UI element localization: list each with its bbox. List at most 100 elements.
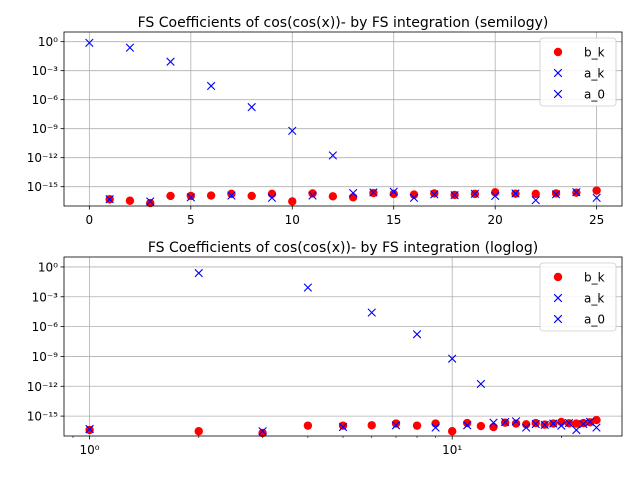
y-tick-label: 10⁻¹² (27, 380, 58, 394)
legend-marker (553, 89, 563, 99)
data-point-a-k (369, 188, 378, 197)
x-tick-label: 10 (285, 213, 300, 227)
y-tick-label: 10⁻⁶ (32, 93, 59, 107)
x-tick-label: 10⁰ (80, 443, 100, 457)
data-point-a-k (450, 191, 459, 200)
data-point-a-k (391, 421, 401, 430)
legend-label: b_k (584, 46, 605, 60)
data-point-b-k (227, 189, 236, 199)
data-point-a-k (522, 423, 531, 432)
series-a-k (105, 43, 601, 206)
data-point-b-k (531, 418, 540, 428)
data-point-b-k (521, 420, 531, 429)
data-point-b-k (288, 197, 297, 206)
legend-marker (553, 272, 563, 282)
data-point-b-k (338, 421, 348, 430)
legend-label: b_k (584, 271, 605, 285)
data-point-a-k (146, 197, 155, 206)
legend: b_k a_k a_0 (539, 37, 617, 107)
data-point-a-k (531, 419, 540, 429)
chart-panel-2: FS Coefficients of cos(cos(x))- by FS in… (27, 240, 623, 457)
plot-frame (63, 31, 623, 207)
legend: b_k a_k a_0 (539, 262, 617, 332)
legend-marker (553, 68, 563, 78)
legend-marker (553, 47, 563, 57)
data-point-b-k (247, 191, 256, 201)
legend-label: a_0 (584, 313, 605, 327)
data-point-b-k (409, 190, 419, 199)
plot-frame (63, 256, 623, 437)
data-point-b-k (489, 422, 498, 432)
data-point-a-k (186, 193, 196, 202)
data-point-b-k (308, 189, 317, 198)
data-point-b-k (391, 419, 401, 428)
series-a-0 (85, 424, 94, 434)
data-point-a-k (348, 188, 358, 198)
data-point-b-k (367, 421, 376, 430)
data-point-b-k (194, 427, 203, 436)
data-point-b-k (551, 189, 561, 198)
data-point-b-k (389, 189, 398, 199)
data-point-a-k (308, 191, 317, 200)
legend-marker (553, 293, 563, 303)
data-point-b-k (592, 186, 601, 195)
data-point-a-k (288, 126, 297, 135)
x-tick-label: 0 (86, 213, 94, 227)
data-point-a-k (389, 187, 398, 196)
y-tick-label: 10⁻⁶ (32, 320, 59, 334)
data-point-b-k (258, 428, 267, 438)
data-point-b-k (572, 419, 581, 428)
legend-label: a_k (584, 67, 604, 81)
data-point-a-k (500, 417, 510, 427)
y-tick-label: 10⁻¹² (27, 151, 58, 165)
y-tick-label: 10⁻¹⁵ (27, 180, 58, 194)
data-point-a-k (247, 102, 256, 112)
y-tick-label: 10⁰ (38, 260, 58, 274)
data-point-a-k (367, 308, 376, 317)
data-point-b-k (447, 427, 457, 436)
y-tick-label: 10⁻¹⁵ (27, 410, 58, 424)
data-point-b-k (166, 191, 175, 201)
data-point-a-0 (85, 38, 94, 47)
data-point-a-k (194, 268, 203, 278)
data-point-a-k (564, 418, 574, 428)
data-point-a-0 (85, 424, 94, 434)
y-tick-label: 10⁻³ (32, 64, 59, 78)
data-point-a-k (227, 191, 236, 200)
data-point-a-k (572, 187, 581, 197)
x-tick-label: 10¹ (442, 443, 462, 457)
y-tick-label: 10⁻³ (32, 290, 59, 304)
data-point-b-k (146, 198, 155, 208)
x-tick-label: 5 (187, 213, 195, 227)
data-point-b-k (579, 418, 588, 428)
data-point-a-k (206, 81, 216, 91)
data-point-a-k (531, 195, 540, 205)
data-point-b-k (348, 193, 358, 202)
data-point-b-k (303, 421, 313, 430)
data-point-a-k (540, 420, 549, 430)
data-point-a-k (258, 427, 267, 436)
y-tick-label: 10⁰ (38, 35, 58, 49)
data-point-a-k (592, 423, 601, 432)
data-point-a-k (511, 417, 521, 426)
data-point-b-k (85, 425, 94, 435)
data-point-a-k (572, 425, 581, 435)
x-tick-label: 25 (589, 213, 604, 227)
data-point-a-k (490, 191, 500, 201)
data-point-b-k (511, 419, 521, 428)
data-point-a-k (267, 193, 277, 203)
series-b-k (105, 186, 601, 208)
data-point-a-k (557, 421, 566, 430)
data-point-a-k (551, 190, 561, 199)
data-point-b-k (531, 189, 540, 199)
data-point-a-k (447, 354, 457, 363)
x-tick-label: 20 (488, 213, 503, 227)
data-point-b-k (186, 191, 196, 201)
data-point-a-k (105, 195, 114, 204)
data-point-a-k (579, 419, 588, 429)
y-tick-label: 10⁻⁹ (32, 350, 59, 364)
data-point-a-k (470, 189, 480, 199)
data-point-a-k (430, 190, 439, 199)
data-point-a-k (125, 43, 135, 52)
